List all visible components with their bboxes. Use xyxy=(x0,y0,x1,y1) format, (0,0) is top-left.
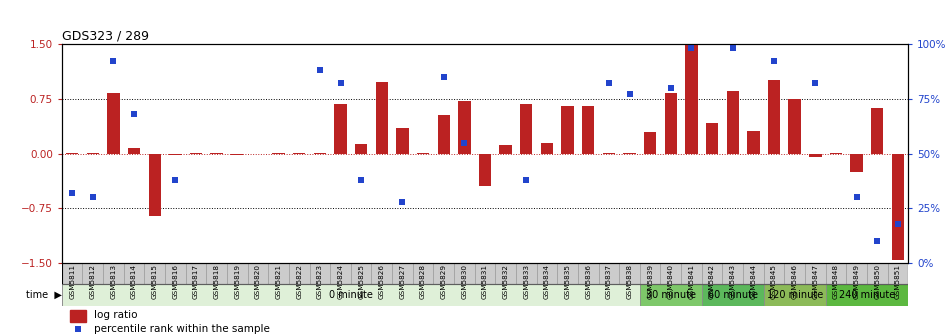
Text: GSM5839: GSM5839 xyxy=(648,264,653,299)
Text: GSM5819: GSM5819 xyxy=(234,264,241,299)
Text: GSM5841: GSM5841 xyxy=(689,264,694,299)
Text: GSM5843: GSM5843 xyxy=(729,264,736,299)
Text: GSM5823: GSM5823 xyxy=(317,264,322,299)
Bar xyxy=(644,132,656,154)
Text: GSM5835: GSM5835 xyxy=(565,264,571,299)
Bar xyxy=(272,153,284,154)
Text: GSM5846: GSM5846 xyxy=(791,264,798,299)
Bar xyxy=(702,285,764,305)
Bar xyxy=(825,285,908,305)
Text: GSM5817: GSM5817 xyxy=(193,264,199,299)
Text: GSM5840: GSM5840 xyxy=(668,264,674,299)
Bar xyxy=(850,154,863,172)
Text: GSM5832: GSM5832 xyxy=(503,264,509,299)
Bar xyxy=(520,104,533,154)
Bar xyxy=(437,116,450,154)
Bar xyxy=(70,310,86,322)
Text: GSM5842: GSM5842 xyxy=(709,264,715,299)
Text: GSM5847: GSM5847 xyxy=(812,264,818,299)
Bar xyxy=(640,285,702,305)
Bar xyxy=(210,153,223,154)
Bar xyxy=(892,154,904,260)
Bar xyxy=(62,263,908,285)
Bar xyxy=(417,153,429,154)
Bar xyxy=(541,142,553,154)
Text: GDS323 / 289: GDS323 / 289 xyxy=(62,30,148,43)
Bar xyxy=(66,153,78,154)
Text: GSM5851: GSM5851 xyxy=(895,264,901,299)
Text: 0 minute: 0 minute xyxy=(329,290,373,300)
Text: GSM5824: GSM5824 xyxy=(338,264,343,299)
Bar xyxy=(686,44,698,154)
Text: GSM5821: GSM5821 xyxy=(276,264,281,299)
Text: GSM5815: GSM5815 xyxy=(152,264,158,299)
Text: GSM5829: GSM5829 xyxy=(440,264,447,299)
Text: percentile rank within the sample: percentile rank within the sample xyxy=(94,324,270,334)
Text: GSM5827: GSM5827 xyxy=(399,264,405,299)
Text: GSM5836: GSM5836 xyxy=(585,264,592,299)
Bar xyxy=(561,106,573,154)
Bar xyxy=(764,285,825,305)
Text: 30 minute: 30 minute xyxy=(646,290,696,300)
Bar xyxy=(335,104,347,154)
Text: GSM5828: GSM5828 xyxy=(420,264,426,299)
Text: GSM5825: GSM5825 xyxy=(359,264,364,299)
Text: GSM5812: GSM5812 xyxy=(89,264,96,299)
Bar xyxy=(355,144,367,154)
Bar xyxy=(809,154,822,157)
Bar xyxy=(62,285,640,305)
Bar xyxy=(148,154,161,216)
Text: GSM5849: GSM5849 xyxy=(854,264,860,299)
Text: GSM5845: GSM5845 xyxy=(771,264,777,299)
Text: log ratio: log ratio xyxy=(94,310,138,320)
Bar xyxy=(62,263,908,285)
Text: 240 minute: 240 minute xyxy=(839,290,895,300)
Bar xyxy=(603,153,615,154)
Text: GSM5830: GSM5830 xyxy=(461,264,467,299)
Bar xyxy=(706,123,718,154)
Text: GSM5844: GSM5844 xyxy=(750,264,756,299)
Text: GSM5834: GSM5834 xyxy=(544,264,550,299)
Text: GSM5814: GSM5814 xyxy=(131,264,137,299)
Bar xyxy=(830,153,843,154)
Text: GSM5838: GSM5838 xyxy=(627,264,632,299)
Text: GSM5848: GSM5848 xyxy=(833,264,839,299)
Bar xyxy=(397,128,409,154)
Text: GSM5813: GSM5813 xyxy=(110,264,116,299)
Text: 120 minute: 120 minute xyxy=(767,290,823,300)
Text: 60 minute: 60 minute xyxy=(708,290,758,300)
Bar xyxy=(62,285,908,305)
Text: GSM5837: GSM5837 xyxy=(606,264,611,299)
Text: GSM5850: GSM5850 xyxy=(874,264,881,299)
Bar xyxy=(623,153,635,154)
Bar xyxy=(87,153,99,154)
Text: GSM5816: GSM5816 xyxy=(172,264,179,299)
Bar xyxy=(293,153,305,154)
Bar xyxy=(747,131,760,154)
Text: GSM5811: GSM5811 xyxy=(69,264,75,299)
Bar xyxy=(127,148,140,154)
Bar xyxy=(767,80,780,154)
Bar xyxy=(458,101,471,154)
Text: GSM5826: GSM5826 xyxy=(378,264,385,299)
Bar xyxy=(231,154,243,155)
Bar xyxy=(665,93,677,154)
Bar xyxy=(788,98,801,154)
Text: GSM5831: GSM5831 xyxy=(482,264,488,299)
Bar xyxy=(727,91,739,154)
Bar xyxy=(376,82,388,154)
Text: GSM5820: GSM5820 xyxy=(255,264,261,299)
Bar xyxy=(478,154,492,186)
Text: GSM5818: GSM5818 xyxy=(214,264,220,299)
Bar xyxy=(499,145,512,154)
Bar xyxy=(314,153,326,154)
Bar xyxy=(169,154,182,155)
Bar xyxy=(190,153,203,154)
Bar xyxy=(582,106,594,154)
Bar xyxy=(871,108,883,154)
Text: time  ▶: time ▶ xyxy=(26,290,62,300)
Bar xyxy=(107,93,120,154)
Text: GSM5833: GSM5833 xyxy=(523,264,530,299)
Text: GSM5822: GSM5822 xyxy=(296,264,302,299)
